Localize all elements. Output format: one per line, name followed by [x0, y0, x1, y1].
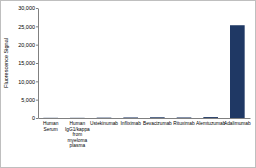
x-tick-label-line: Human: [43, 121, 59, 126]
x-tick-label-line: from: [73, 132, 83, 137]
y-tick: 25,000: [18, 24, 38, 30]
x-tick-label-line: plasma: [70, 143, 86, 148]
x-tick-label: Adalimumab: [224, 121, 251, 126]
y-tick-label: 10,000: [18, 79, 35, 85]
x-tick-label: Infliximab: [121, 121, 142, 126]
x-tick: Rituximab: [173, 118, 195, 126]
chart-border: [1, 1, 256, 168]
chart: 0 5,000 10,000 15,000 20,000 25,000 30,000 Huma…: [0, 0, 256, 168]
y-tick-mark: [36, 26, 38, 27]
y-tick-mark: [36, 63, 38, 64]
x-tick-label-line: Ustekinumab: [90, 121, 118, 126]
y-tick-label: 30,000: [18, 5, 35, 11]
plot: 0 5,000 10,000 15,000 20,000 25,000 30,000 Huma…: [18, 5, 251, 148]
y-tick-mark: [36, 100, 38, 101]
x-tick: Infliximab: [121, 118, 142, 126]
y-tick-mark: [36, 8, 38, 9]
x-tick-label: HumanIgG1/kappafrommyelomaplasma: [65, 121, 90, 148]
x-tick-label-line: Rituximab: [173, 121, 195, 126]
x-tick-label-line: Bevacizumab: [143, 121, 172, 126]
x-tick-label-line: Serum: [44, 127, 58, 132]
bar: [43, 117, 58, 118]
y-tick: 20,000: [18, 42, 38, 48]
bars: [43, 25, 244, 118]
y-tick-label: 20,000: [18, 42, 35, 48]
x-tick-label: HumanSerum: [43, 121, 59, 132]
y-axis-line: [38, 9, 39, 119]
x-tick: Ustekinumab: [90, 118, 118, 126]
bar: [123, 117, 138, 118]
x-tick: Alemtuzumab: [196, 118, 226, 126]
bar: [97, 117, 112, 118]
y-tick: 0: [32, 115, 38, 121]
x-tick-label: Ustekinumab: [90, 121, 118, 126]
y-tick-label: 25,000: [18, 24, 35, 30]
x-tick-label-line: IgG1/kappa: [65, 127, 90, 132]
y-axis: 0 5,000 10,000 15,000 20,000 25,000 30,000: [18, 5, 38, 121]
x-tick-label-line: Alemtuzumab: [196, 121, 226, 126]
x-tick: Bevacizumab: [143, 118, 172, 126]
x-tick-label: Alemtuzumab: [196, 121, 226, 126]
x-tick: HumanIgG1/kappafrommyelomaplasma: [65, 118, 90, 148]
x-tick-label-line: Adalimumab: [224, 121, 251, 126]
y-tick: 15,000: [18, 60, 38, 66]
x-tick-label: Rituximab: [173, 121, 195, 126]
x-axis-line: [39, 118, 251, 119]
x-tick-label: Bevacizumab: [143, 121, 172, 126]
y-tick-mark: [36, 118, 38, 119]
y-tick-mark: [36, 45, 38, 46]
bar: [177, 117, 192, 118]
x-tick: HumanSerum: [43, 118, 59, 132]
x-tick-label-line: Human: [70, 121, 86, 126]
y-tick-label: 0: [32, 115, 35, 121]
y-tick-label: 15,000: [18, 60, 35, 66]
y-axis-title: Fluorescence Signal: [3, 38, 9, 88]
x-tick-label-line: myeloma: [68, 138, 88, 143]
x-axis: HumanSerumHumanIgG1/kappafrommyelomaplas…: [39, 118, 251, 148]
bar: [150, 117, 165, 118]
x-tick-label-line: Infliximab: [121, 121, 142, 126]
y-tick: 30,000: [18, 5, 38, 11]
y-tick: 10,000: [18, 79, 38, 85]
x-tick: Adalimumab: [224, 118, 251, 126]
bar: [203, 117, 218, 118]
y-tick-label: 5,000: [21, 97, 35, 103]
bar: [70, 117, 85, 118]
bar: [230, 25, 245, 118]
y-tick: 5,000: [21, 97, 38, 103]
y-tick-mark: [36, 81, 38, 82]
